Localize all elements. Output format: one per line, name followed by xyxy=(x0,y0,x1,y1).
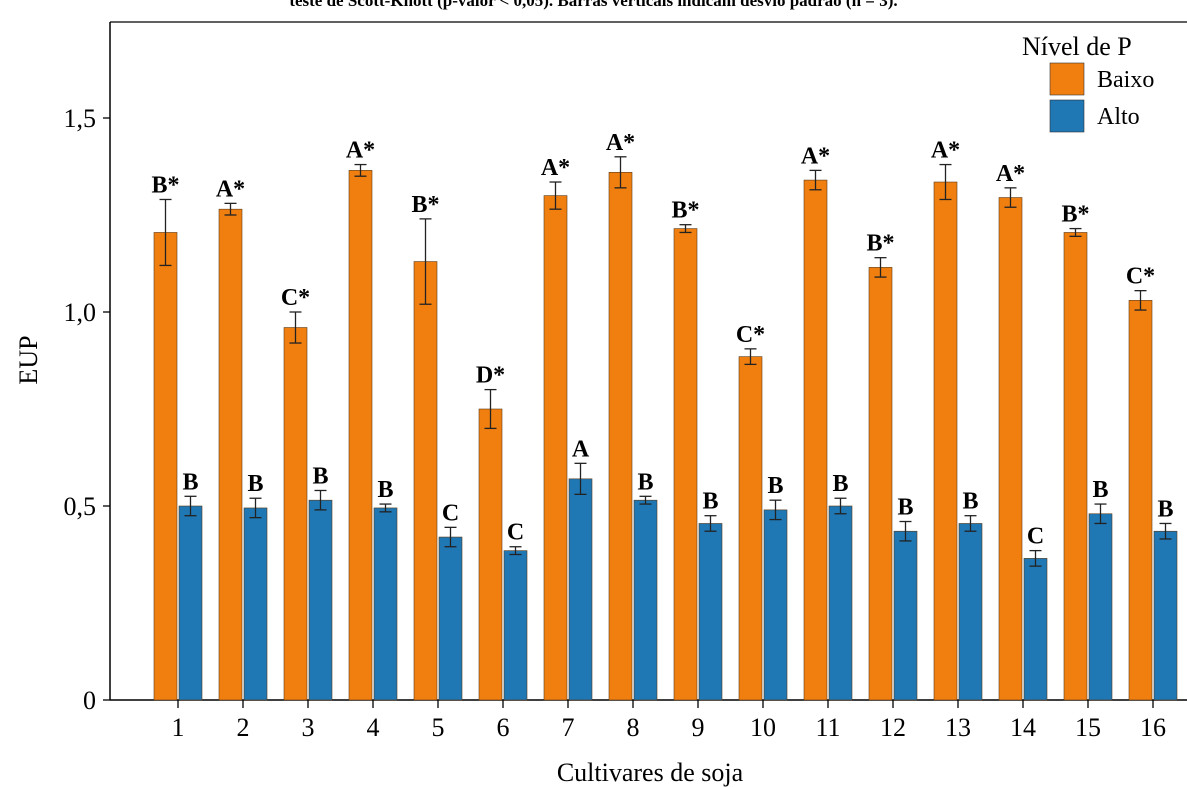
data-label-alto: B xyxy=(182,469,198,495)
data-label-baixo: A* xyxy=(801,143,830,169)
bar-baixo xyxy=(478,408,503,701)
x-tick-label: 16 xyxy=(1140,713,1166,742)
bar-alto xyxy=(568,478,593,701)
data-label-baixo: B* xyxy=(1061,202,1089,228)
x-tick-label: 9 xyxy=(692,713,705,742)
data-label-alto: B xyxy=(962,489,978,515)
bar-alto xyxy=(763,509,788,701)
data-label-alto: A xyxy=(572,436,590,462)
bar-baixo xyxy=(673,228,698,701)
bar-alto xyxy=(1023,558,1048,701)
bar-baixo xyxy=(283,327,308,701)
data-label-alto: C xyxy=(442,500,459,526)
data-label-alto: B xyxy=(637,469,653,495)
x-tick-label: 1 xyxy=(172,713,185,742)
x-tick-label: 5 xyxy=(432,713,445,742)
y-tick-label: 1,0 xyxy=(64,298,97,327)
bar-alto xyxy=(698,523,723,701)
bar-baixo xyxy=(348,170,373,701)
bar-alto xyxy=(893,530,918,701)
data-label-baixo: B* xyxy=(866,231,894,257)
data-label-alto: B xyxy=(1157,496,1173,522)
x-tick-label: 14 xyxy=(1010,713,1036,742)
x-tick-label: 2 xyxy=(237,713,250,742)
legend-title: Nível de P xyxy=(1022,32,1132,61)
bars: B* B A* B C* B A* B B* C D* C A* A A* B B* B C* B A* B B* B A* B A… xyxy=(151,130,1178,701)
legend-label-alto: Alto xyxy=(1097,104,1140,130)
legend-swatch-alto xyxy=(1049,99,1085,133)
bar-alto xyxy=(1088,513,1113,701)
x-tick-label: 3 xyxy=(302,713,315,742)
data-label-baixo: B* xyxy=(411,192,439,218)
data-label-baixo: A* xyxy=(931,138,960,164)
bar-alto xyxy=(243,507,268,701)
x-tick-label: 7 xyxy=(562,713,575,742)
bar-baixo xyxy=(608,172,633,701)
legend-label-baixo: Baixo xyxy=(1097,67,1154,93)
x-axis-title: Cultivares de soja xyxy=(557,758,744,787)
y-tick-label: 0,5 xyxy=(64,492,97,521)
bar-baixo xyxy=(153,232,178,701)
x-tick-label: 4 xyxy=(367,713,380,742)
bar-alto xyxy=(633,499,658,701)
bar-alto xyxy=(503,550,528,701)
bar-alto xyxy=(958,523,983,701)
data-label-baixo: A* xyxy=(541,155,570,181)
data-label-baixo: B* xyxy=(151,172,179,198)
bar-baixo xyxy=(868,267,893,701)
bar-alto xyxy=(373,507,398,701)
data-label-alto: C xyxy=(1027,524,1044,550)
x-tick-label: 8 xyxy=(627,713,640,742)
data-label-baixo: D* xyxy=(476,363,505,389)
data-label-alto: B xyxy=(377,477,393,503)
data-label-alto: B xyxy=(767,473,783,499)
data-label-alto: B xyxy=(1092,477,1108,503)
y-tick-label: 1,5 xyxy=(64,104,97,133)
bar-baixo xyxy=(543,195,568,701)
data-label-alto: B xyxy=(247,471,263,497)
data-label-baixo: C* xyxy=(1126,264,1155,290)
bar-baixo xyxy=(803,179,828,701)
data-label-baixo: A* xyxy=(346,138,375,164)
data-label-baixo: A* xyxy=(216,176,245,202)
data-label-baixo: C* xyxy=(281,285,310,311)
y-axis-title: EUP xyxy=(14,335,43,384)
x-tick-label: 11 xyxy=(815,713,840,742)
figure-caption: teste de Scott-Knott (p-valor < 0,05). B… xyxy=(289,0,898,10)
data-label-baixo: A* xyxy=(606,130,635,156)
legend: Nível de P Baixo Alto xyxy=(1022,32,1154,133)
x-tick-label: 10 xyxy=(750,713,776,742)
bar-baixo xyxy=(1128,300,1153,701)
data-label-alto: C xyxy=(507,520,524,546)
x-tick-label: 6 xyxy=(497,713,510,742)
data-label-baixo: B* xyxy=(671,198,699,224)
x-tick-label: 15 xyxy=(1075,713,1101,742)
data-label-alto: B xyxy=(312,463,328,489)
bar-alto xyxy=(308,499,333,701)
legend-swatch-baixo xyxy=(1049,62,1085,96)
data-label-baixo: C* xyxy=(736,322,765,348)
bar-baixo xyxy=(218,208,243,701)
x-tick-label: 12 xyxy=(880,713,906,742)
bar-baixo xyxy=(738,356,763,701)
data-label-baixo: A* xyxy=(996,161,1025,187)
data-label-alto: B xyxy=(832,471,848,497)
bar-baixo xyxy=(998,197,1023,701)
data-label-alto: B xyxy=(897,495,913,521)
bar-baixo xyxy=(933,181,958,701)
y-tick-label: 0 xyxy=(83,686,96,715)
bar-baixo xyxy=(1063,232,1088,701)
bar-alto xyxy=(828,505,853,701)
bar-alto xyxy=(178,505,203,701)
bar-alto xyxy=(438,536,463,701)
x-tick-label: 13 xyxy=(945,713,971,742)
bar-baixo xyxy=(413,261,438,701)
data-label-alto: B xyxy=(702,489,718,515)
bar-alto xyxy=(1153,530,1178,701)
